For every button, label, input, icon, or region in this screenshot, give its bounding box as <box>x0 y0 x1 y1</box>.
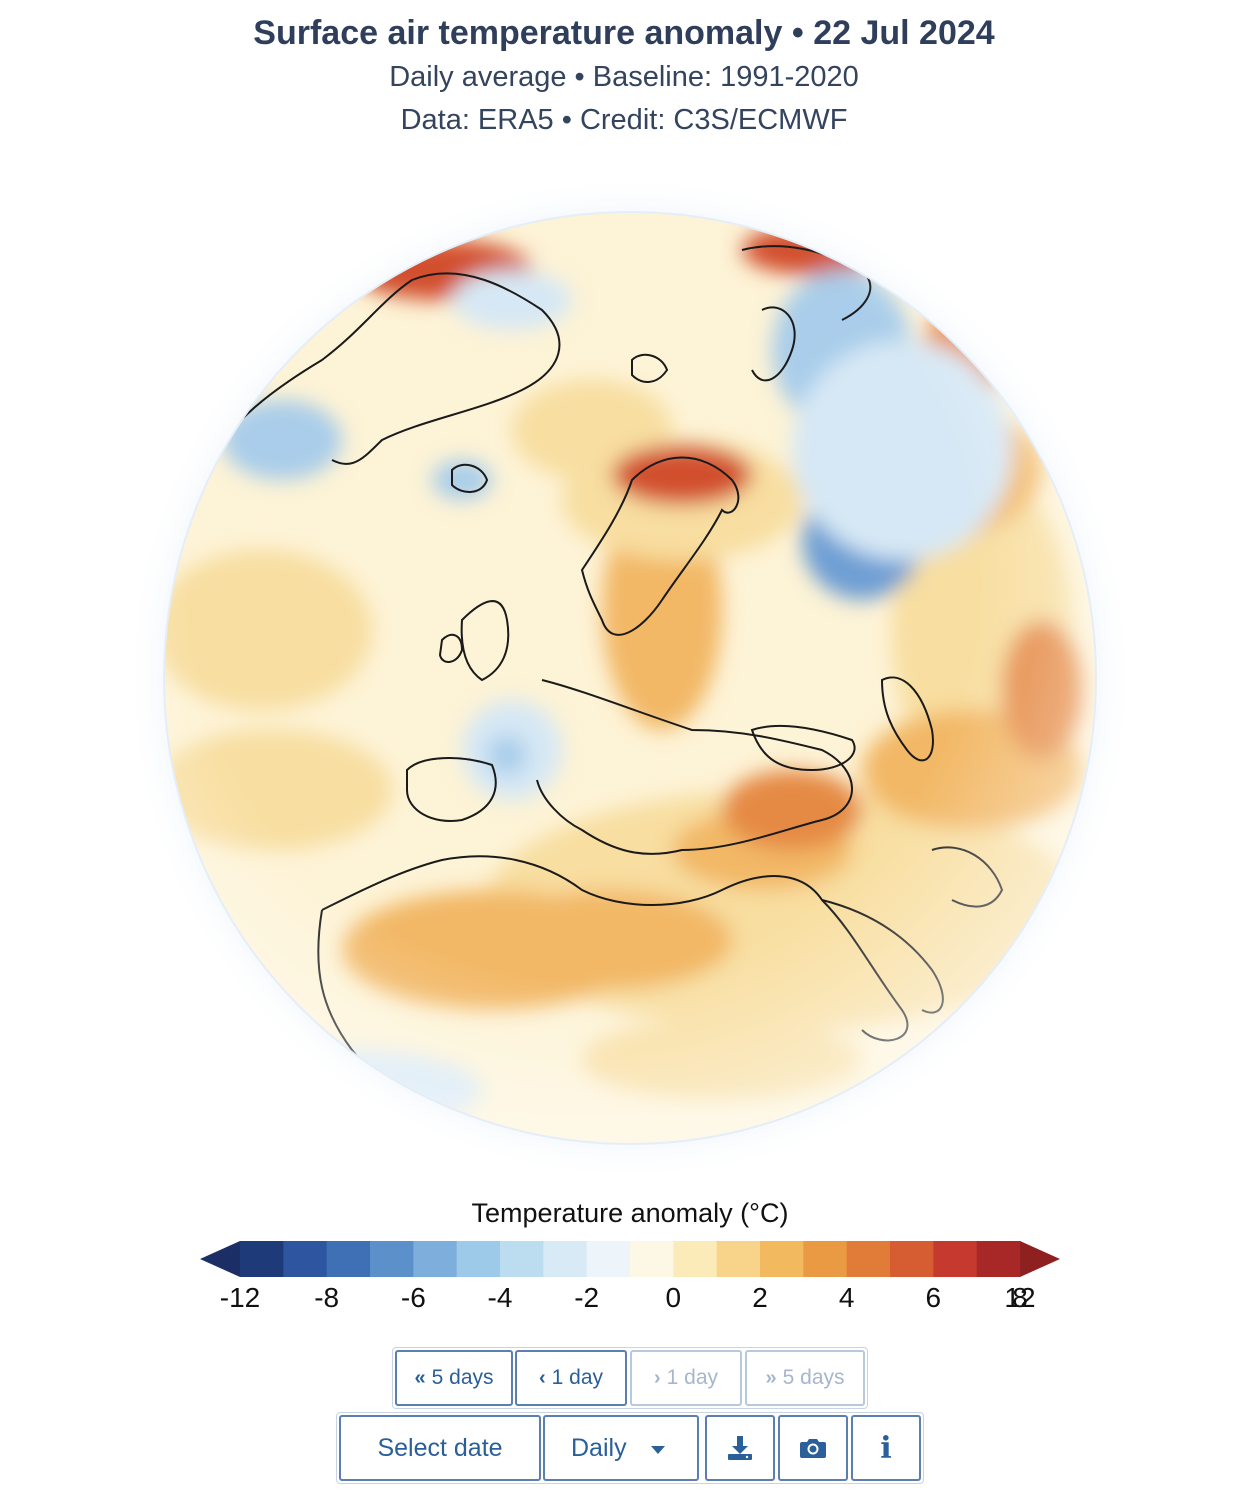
info-icon: i <box>880 1430 892 1466</box>
colorbar-underflow <box>200 1241 240 1277</box>
back-5-days-label: 5 days <box>431 1366 494 1389</box>
colorbar-cell <box>716 1241 761 1277</box>
double-chevron-right-icon: » <box>765 1366 777 1389</box>
colorbar-cell <box>283 1241 328 1277</box>
double-chevron-left-icon: « <box>414 1366 426 1389</box>
colorbar-cell <box>326 1241 371 1277</box>
day-nav-group <box>392 1347 868 1409</box>
colorbar-tick: 2 <box>752 1282 768 1313</box>
colorbar-tick: 6 <box>925 1282 942 1313</box>
caret-down-icon <box>651 1446 665 1454</box>
colorbar-cell <box>370 1241 414 1277</box>
colorbar-cell <box>976 1241 1021 1277</box>
colorbar-cell <box>803 1241 848 1277</box>
colorbar-cell <box>630 1241 674 1277</box>
camera-icon <box>800 1439 826 1458</box>
colorbar-tick: -12 <box>219 1282 261 1313</box>
colorbar-tick: 8 <box>1012 1282 1028 1313</box>
colorbar-cell <box>543 1241 588 1277</box>
info-button[interactable]: i <box>851 1415 921 1481</box>
colorbar-cell <box>500 1241 544 1277</box>
forward-1-day-button[interactable]: › 1 day <box>630 1350 742 1406</box>
globe-rim <box>163 211 1097 1145</box>
back-5-days-button[interactable]: « 5 days <box>395 1350 513 1406</box>
colorbar-tick: 0 <box>665 1282 682 1313</box>
globe-shading <box>164 212 1096 1144</box>
colorbar-tick: -6 <box>400 1282 426 1313</box>
back-1-day-label: 1 day <box>551 1366 604 1389</box>
map-title: Surface air temperature anomaly • 22 Jul… <box>253 14 995 52</box>
legend-title: Temperature anomaly (°C) <box>471 1198 789 1228</box>
colorbar-tick: 12 <box>1004 1282 1036 1313</box>
colorbar <box>200 1241 1060 1277</box>
colorbar-overflow <box>1020 1241 1060 1277</box>
forward-5-days-button[interactable]: » 5 days <box>745 1350 865 1406</box>
download-icon <box>728 1436 752 1460</box>
forward-5-days-label: 5 days <box>782 1366 845 1389</box>
colorbar-cell <box>846 1241 891 1277</box>
frequency-select[interactable]: Daily <box>543 1415 699 1481</box>
download-button[interactable] <box>705 1415 775 1481</box>
colorbar-cells <box>200 1241 1060 1277</box>
colorbar-cell <box>760 1241 804 1277</box>
map-subtitle-averaging: Daily average • Baseline: 1991-2020 <box>389 61 859 93</box>
back-1-day-button[interactable]: ‹ 1 day <box>515 1350 627 1406</box>
colorbar-cell <box>890 1241 934 1277</box>
frequency-value: Daily <box>571 1433 627 1462</box>
select-date-label: Select date <box>377 1433 503 1462</box>
globe-map[interactable] <box>125 173 1135 1183</box>
globe-svg[interactable] <box>125 173 1135 1183</box>
colorbar-tick: 4 <box>838 1282 855 1313</box>
colorbar-ticks: -12 -8 -6 -4 -2 0 2 4 6 8 12 <box>0 1282 1248 1318</box>
colorbar-cell <box>413 1241 458 1277</box>
colorbar-tick: -2 <box>574 1282 600 1313</box>
colorbar-tick: -8 <box>314 1282 340 1313</box>
colorbar-tick: -4 <box>487 1282 513 1313</box>
colorbar-cell <box>933 1241 978 1277</box>
colorbar-cell <box>240 1241 284 1277</box>
colorbar-cell <box>673 1241 718 1277</box>
map-subtitle-credit: Data: ERA5 • Credit: C3S/ECMWF <box>400 104 848 136</box>
colorbar-cell <box>456 1241 501 1277</box>
anomaly-field <box>164 212 1096 1144</box>
map-header: Surface air temperature anomaly • 22 Jul… <box>0 10 1248 142</box>
controls-group <box>336 1412 924 1484</box>
colorbar-cell <box>586 1241 631 1277</box>
screenshot-button[interactable] <box>778 1415 848 1481</box>
select-date-button[interactable]: Select date <box>339 1415 541 1481</box>
forward-1-day-label: 1 day <box>666 1366 719 1389</box>
chevron-right-icon: › <box>653 1366 661 1389</box>
chevron-left-icon: ‹ <box>538 1366 546 1389</box>
